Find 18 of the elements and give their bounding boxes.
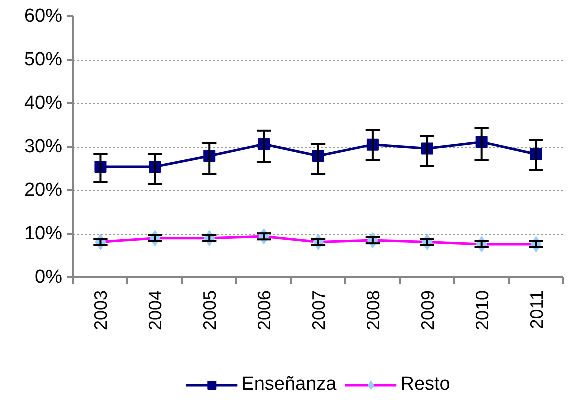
x-tick-label: 2009	[418, 290, 438, 331]
y-tick-label: 30%	[24, 136, 63, 158]
x-tick-label: 2006	[254, 290, 275, 331]
x-tick-label: 2007	[309, 290, 329, 331]
x-tick-label: 2005	[200, 290, 220, 331]
x-tick-label: 2004	[146, 290, 166, 331]
x-tick-label: 2008	[363, 290, 384, 331]
x-tick-label: 2011	[526, 290, 547, 330]
y-tick-label: 60%	[24, 6, 63, 27]
y-tick-label: 10%	[24, 224, 63, 244]
legend-label: Resto	[400, 374, 450, 396]
y-tick-label: 50%	[24, 50, 63, 70]
x-tick-label: 2010	[472, 290, 492, 331]
y-tick-label: 0%	[35, 267, 63, 288]
y-tick-label: 20%	[24, 180, 63, 201]
y-tick-label: 40%	[24, 93, 63, 114]
legend-label: Enseñanza	[242, 374, 337, 396]
x-tick-label: 2003	[91, 290, 112, 331]
